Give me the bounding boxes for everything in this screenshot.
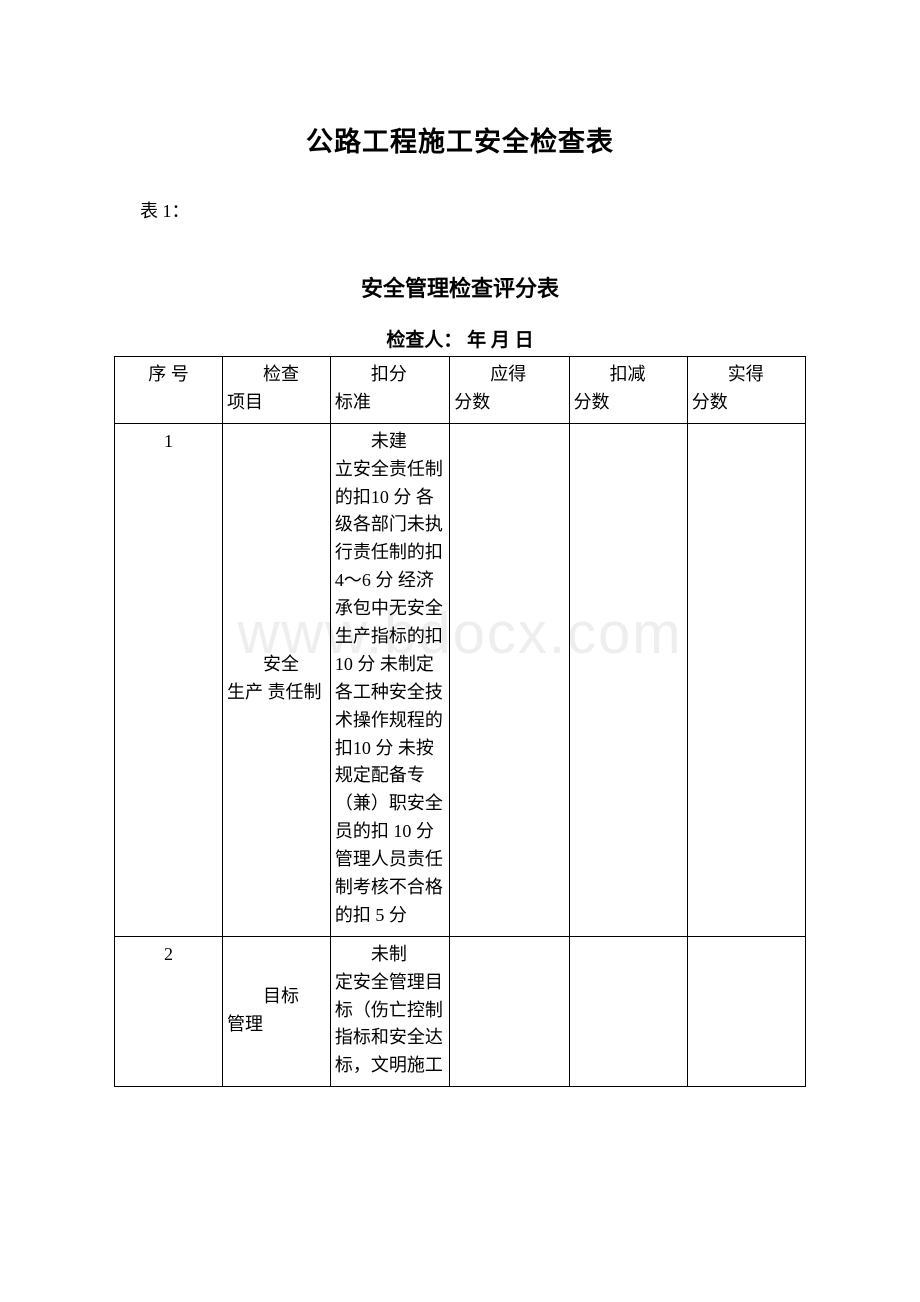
cell-std-l1: 未建	[335, 428, 445, 456]
header-proj-l1: 检查	[227, 361, 326, 389]
sub-title: 安全管理检查评分表	[110, 271, 810, 303]
header-proj-l2: 项目	[227, 389, 326, 417]
cell-seq: 2	[115, 936, 223, 1086]
table-header-row: 序 号 检查 项目 扣分 标准 应得 分数 扣减 分数	[115, 357, 806, 424]
cell-ded	[569, 936, 687, 1086]
cell-due	[450, 936, 569, 1086]
cell-std-rest: 定安全管理目标（伤亡控制指标和安全达标，文明施工	[335, 969, 445, 1081]
header-seq-l1: 序 号	[119, 361, 218, 389]
header-proj: 检查 项目	[222, 357, 330, 424]
header-ded-l1: 扣减	[574, 361, 683, 389]
scoring-table: 序 号 检查 项目 扣分 标准 应得 分数 扣减 分数	[114, 356, 806, 1087]
cell-proj-rest: 生产 责任制	[227, 679, 326, 707]
table-row: 1 安全 生产 责任制 未建 立安全责任制的扣10 分 各级各部门未执行责任制的…	[115, 423, 806, 936]
header-act-l2: 分数	[692, 389, 801, 417]
header-std: 扣分 标准	[330, 357, 449, 424]
cell-std: 未建 立安全责任制的扣10 分 各级各部门未执行责任制的扣 4～6 分 经济承包…	[330, 423, 449, 936]
header-seq: 序 号	[115, 357, 223, 424]
table-row: 2 目标 管理 未制 定安全管理目标（伤亡控制指标和安全达标，文明施工	[115, 936, 806, 1086]
header-act: 实得 分数	[687, 357, 805, 424]
cell-seq: 1	[115, 423, 223, 936]
document-page: 公路工程施工安全检查表 表 1： 安全管理检查评分表 检查人： 年 月 日 序 …	[0, 0, 920, 1087]
cell-proj-rest: 管理	[227, 1011, 326, 1039]
cell-proj: 安全 生产 责任制	[222, 423, 330, 936]
cell-proj-l1: 目标	[227, 983, 326, 1011]
page-title: 公路工程施工安全检查表	[110, 120, 810, 159]
cell-act	[687, 423, 805, 936]
cell-std: 未制 定安全管理目标（伤亡控制指标和安全达标，文明施工	[330, 936, 449, 1086]
header-std-l2: 标准	[335, 389, 445, 417]
cell-std-rest: 立安全责任制的扣10 分 各级各部门未执行责任制的扣 4～6 分 经济承包中无安…	[335, 456, 445, 930]
cell-proj: 目标 管理	[222, 936, 330, 1086]
header-ded: 扣减 分数	[569, 357, 687, 424]
cell-ded	[569, 423, 687, 936]
cell-proj-l1: 安全	[227, 651, 326, 679]
header-due-l1: 应得	[454, 361, 564, 389]
table-number-label: 表 1：	[110, 197, 810, 223]
cell-act	[687, 936, 805, 1086]
header-due: 应得 分数	[450, 357, 569, 424]
header-std-l1: 扣分	[335, 361, 445, 389]
header-ded-l2: 分数	[574, 389, 683, 417]
checker-date-line: 检查人： 年 月 日	[114, 325, 806, 356]
cell-std-l1: 未制	[335, 941, 445, 969]
cell-due	[450, 423, 569, 936]
header-due-l2: 分数	[454, 389, 564, 417]
header-act-l1: 实得	[692, 361, 801, 389]
